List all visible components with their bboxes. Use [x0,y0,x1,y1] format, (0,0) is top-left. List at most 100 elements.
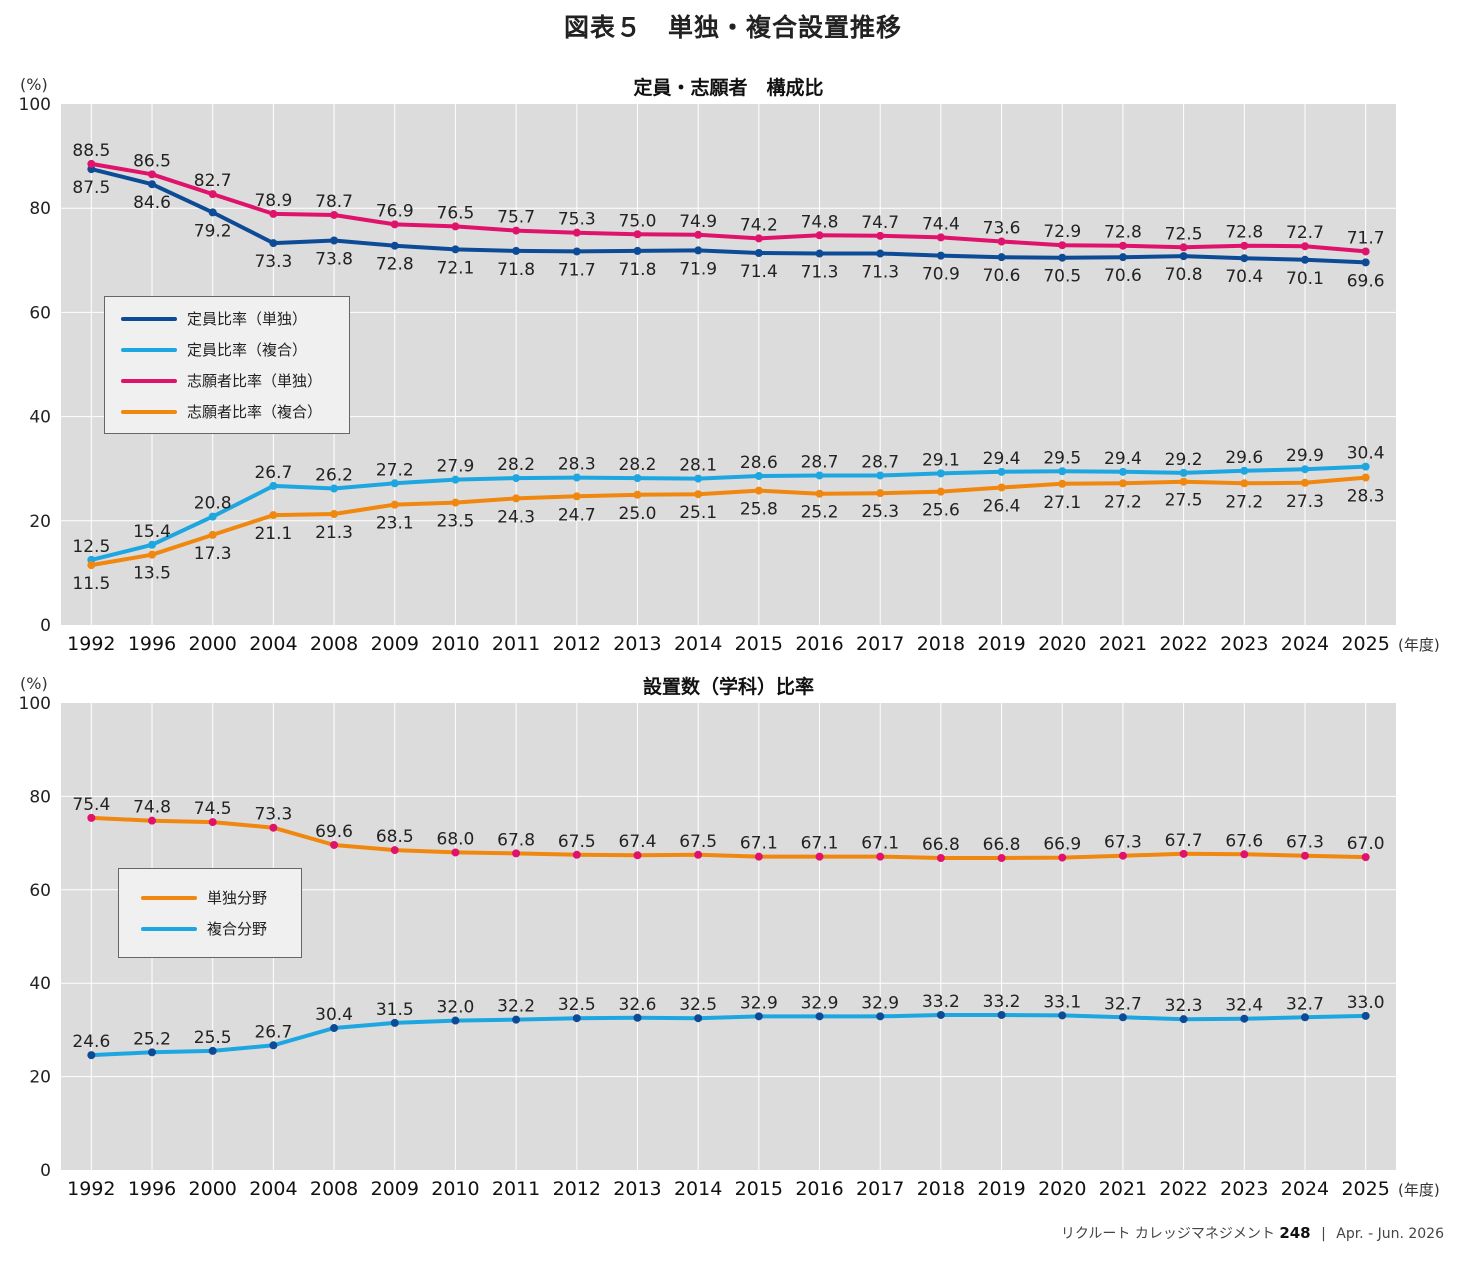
data-label: 29.6 [1225,448,1263,468]
data-point [997,253,1006,262]
data-label: 86.5 [133,151,171,171]
data-point [148,550,157,559]
data-point [330,210,339,219]
footer-publication: リクルート カレッジマネジメント [1060,1226,1275,1242]
data-label: 72.8 [1225,223,1263,243]
data-label: 28.1 [679,456,717,476]
data-label: 17.3 [194,544,232,564]
data-point [87,561,96,570]
legend-swatch [121,409,177,414]
data-label: 79.2 [194,221,232,241]
data-point [330,236,339,245]
data-point [512,1015,521,1024]
data-point [1118,851,1127,860]
y-tick-label: 60 [29,303,51,323]
series-line [89,1013,1368,1058]
data-point [876,489,885,498]
data-label: 67.1 [801,834,839,854]
data-label: 29.2 [1165,450,1203,470]
x-tick-label: 2017 [856,1178,904,1200]
series-line [89,475,1368,568]
data-point [1179,468,1188,477]
x-tick-label: 2020 [1038,1178,1086,1200]
data-label: 71.8 [619,260,657,280]
establishment-ratio-chart: 0 20 40 60 80 100 1992 1996 2000 2004 2008 2009 2010… [0,662,1466,1202]
x-tick-label: 2021 [1099,633,1147,655]
data-label: 25.8 [740,500,778,520]
data-point [148,1048,157,1057]
data-label: 25.3 [861,502,899,522]
data-point [633,230,642,239]
x-tick-label: 2000 [189,633,237,655]
data-label: 67.8 [497,830,535,850]
data-point [1300,478,1309,487]
data-label: 67.0 [1347,834,1385,854]
data-point [633,1013,642,1022]
data-point [87,813,96,822]
x-tick-label: 2013 [613,633,661,655]
data-point [208,208,217,217]
data-label: 12.5 [72,537,110,557]
x-tick-label: 2023 [1220,633,1268,655]
data-label: 32.7 [1104,994,1142,1014]
data-point [815,249,824,258]
data-label: 29.4 [983,449,1021,469]
data-label: 71.4 [740,262,778,282]
data-label: 68.0 [437,829,475,849]
data-point [633,474,642,483]
data-point [936,233,945,242]
data-label: 32.5 [558,995,596,1015]
data-label: 24.3 [497,507,535,527]
data-label: 32.9 [801,993,839,1013]
data-point [269,1041,278,1050]
data-point [208,818,217,827]
data-label: 28.7 [801,452,839,472]
data-label: 33.2 [983,992,1021,1012]
data-label: 25.2 [801,503,839,523]
data-label: 67.1 [861,834,899,854]
data-point [754,234,763,243]
y-axis-label: (%) [20,75,48,94]
data-label: 66.9 [1043,835,1081,855]
x-tick-label: 2015 [735,633,783,655]
legend-item: 志願者比率（単独） [105,365,349,396]
data-label: 73.6 [983,219,1021,239]
data-label: 67.6 [1225,831,1263,851]
x-tick-label: 2010 [431,633,479,655]
data-point [936,1010,945,1019]
data-label: 28.6 [740,453,778,473]
legend-swatch [121,316,177,321]
footer: リクルート カレッジマネジメント 248 | Apr. - Jun. 2026 [1061,1223,1444,1243]
data-label: 20.8 [194,494,232,514]
data-point [451,475,460,484]
data-label: 67.3 [1286,833,1324,853]
data-point [572,850,581,859]
data-point [1240,466,1249,475]
data-label: 27.2 [1225,492,1263,512]
data-point [330,510,339,519]
data-label: 71.3 [801,263,839,283]
x-tick-label: 2024 [1281,633,1329,655]
data-point [1118,479,1127,488]
data-point [754,471,763,480]
data-point [815,489,824,498]
x-tick-label: 1992 [67,633,115,655]
x-tick-label: 1996 [128,633,176,655]
data-point [694,230,703,239]
x-tick-label: 2019 [977,1178,1025,1200]
data-label: 32.9 [740,993,778,1013]
x-tick-label: 2016 [795,1178,843,1200]
data-label: 23.5 [437,512,475,532]
data-label: 71.8 [497,260,535,280]
data-point [1300,465,1309,474]
legend-item: 定員比率（複合） [105,334,349,365]
data-point [694,246,703,255]
legend-label: 志願者比率（単独） [187,372,323,390]
data-label: 26.4 [983,496,1021,516]
data-label: 26.7 [254,463,292,483]
data-point [1300,851,1309,860]
data-label: 74.2 [740,215,778,235]
data-point [512,226,521,235]
data-point [1240,254,1249,263]
data-point [633,490,642,499]
